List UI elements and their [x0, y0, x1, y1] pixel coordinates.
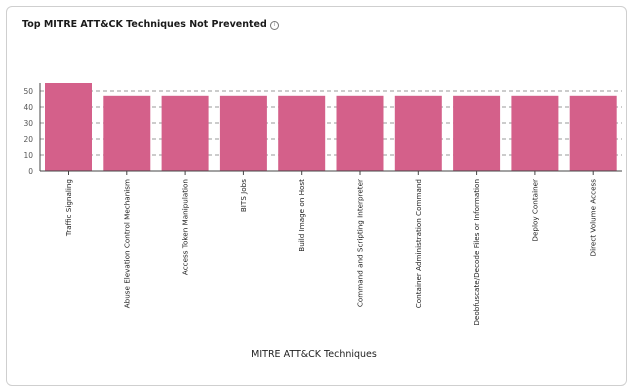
x-axis: Traffic Signaling Abuse Elevation Control…	[40, 170, 622, 326]
bar[interactable]	[453, 95, 501, 171]
bar[interactable]	[219, 95, 267, 171]
x-tick-label: Container Administration Command	[414, 179, 423, 308]
x-tick-label: Abuse Elevation Control Mechanism	[122, 179, 131, 308]
y-tick-label: 50	[23, 87, 33, 96]
y-tick-label: 40	[23, 103, 33, 112]
y-tick-label: 20	[23, 135, 33, 144]
x-tick-label: Deobfuscate/Decode Files or Information	[472, 179, 481, 326]
x-tick-label: Deploy Container	[530, 179, 539, 242]
chart-title: Top MITRE ATT&CK Techniques Not Prevente…	[22, 19, 279, 30]
bar[interactable]	[103, 95, 151, 171]
bars	[45, 83, 617, 171]
bar[interactable]	[336, 95, 384, 171]
x-tick-label: Access Token Manipulation	[181, 179, 190, 275]
bar[interactable]	[569, 95, 617, 171]
x-tick-label: Direct Volume Access	[589, 179, 598, 257]
x-tick-label: Build Image on Host	[297, 179, 306, 252]
x-axis-label: MITRE ATT&CK Techniques	[251, 349, 377, 360]
y-tick-label: 30	[23, 119, 33, 128]
bar[interactable]	[278, 95, 326, 171]
bar[interactable]	[394, 95, 442, 171]
bar[interactable]	[511, 95, 559, 171]
bar[interactable]	[161, 95, 209, 171]
y-tick-label: 0	[28, 167, 33, 176]
bar-chart: 0 10 20 30 40 50 Traffic Signaling Abuse Eleva…	[23, 83, 622, 326]
x-tick-label: Command and Scripting Interpreter	[356, 179, 365, 307]
bar[interactable]	[45, 83, 92, 171]
y-tick-label: 10	[23, 151, 33, 160]
y-axis: 0 10 20 30 40 50	[23, 83, 41, 176]
x-tick-label: BITS Jobs	[239, 179, 248, 212]
chart-card	[6, 6, 627, 386]
chart-title-text: Top MITRE ATT&CK Techniques Not Prevente…	[22, 19, 267, 30]
x-tick-label: Traffic Signaling	[64, 179, 73, 237]
info-circle-icon[interactable]: i	[269, 21, 279, 30]
